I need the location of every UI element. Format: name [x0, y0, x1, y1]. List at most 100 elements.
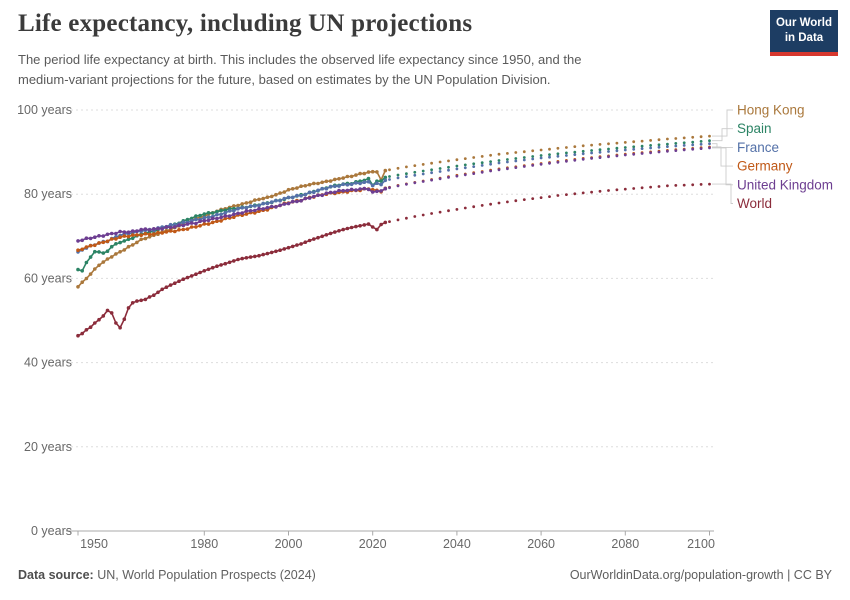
- data-point: [286, 187, 291, 192]
- data-point: [168, 222, 173, 227]
- data-point: [341, 188, 346, 193]
- data-point: [164, 285, 169, 290]
- data-point: [118, 235, 122, 239]
- projection-point: [421, 180, 425, 183]
- projection-point: [623, 148, 627, 152]
- projection-point: [413, 173, 417, 177]
- data-point: [244, 209, 249, 213]
- projection-point: [623, 153, 627, 157]
- legend-label-hong-kong[interactable]: Hong Kong: [737, 103, 805, 118]
- data-point: [370, 169, 375, 174]
- projection-point: [598, 143, 602, 146]
- data-point: [109, 231, 114, 236]
- projection-point: [405, 216, 408, 220]
- data-point: [215, 216, 219, 221]
- page-title: Life expectancy, including UN projection…: [18, 10, 473, 37]
- data-point: [261, 201, 266, 206]
- projection-point: [489, 153, 492, 157]
- data-point: [366, 176, 371, 181]
- data-point: [122, 234, 127, 238]
- data-point: [185, 275, 190, 280]
- data-point: [202, 215, 207, 220]
- data-point: [122, 239, 127, 243]
- data-point: [295, 243, 299, 247]
- data-point: [109, 311, 114, 315]
- projection-point: [573, 150, 577, 154]
- projection-point: [413, 181, 417, 185]
- projection-point: [556, 146, 560, 150]
- data-point: [358, 187, 362, 191]
- projection-point: [573, 145, 577, 149]
- data-point: [139, 233, 143, 237]
- projection-point: [531, 164, 535, 167]
- legend-label-world[interactable]: World: [737, 196, 772, 211]
- data-point: [349, 182, 354, 187]
- y-tick-label: 60 years: [24, 271, 72, 285]
- projection-point: [489, 202, 492, 206]
- data-point: [143, 227, 148, 231]
- projection-point: [430, 212, 433, 215]
- data-point: [383, 175, 388, 180]
- projection-point: [506, 160, 509, 164]
- projection-point: [430, 168, 433, 172]
- projection-point: [666, 137, 669, 141]
- data-point: [345, 174, 350, 179]
- data-point: [341, 227, 346, 232]
- data-point: [307, 196, 312, 200]
- legend-label-france[interactable]: France: [737, 140, 779, 155]
- data-point: [328, 184, 333, 189]
- legend-label-united-kingdom[interactable]: United Kingdom: [737, 177, 833, 192]
- data-point: [219, 212, 223, 217]
- owid-logo-line1: Our World: [775, 17, 832, 29]
- data-point: [316, 193, 320, 197]
- projection-point: [607, 189, 610, 192]
- data-point: [324, 233, 329, 237]
- projection-point: [413, 164, 417, 168]
- data-point: [337, 184, 341, 188]
- data-point: [290, 187, 295, 191]
- data-point: [278, 203, 282, 208]
- projection-point: [682, 141, 686, 145]
- projection-point: [455, 158, 459, 162]
- data-point: [122, 230, 127, 234]
- series-hong-kong[interactable]: [76, 134, 711, 289]
- series-world[interactable]: [76, 182, 711, 338]
- projection-point: [573, 153, 577, 157]
- data-point: [80, 247, 84, 252]
- series-france[interactable]: [76, 142, 711, 254]
- projection-point: [598, 156, 602, 160]
- data-point: [219, 208, 223, 213]
- projection-point: [699, 142, 703, 146]
- series-united-kingdom[interactable]: [76, 146, 711, 243]
- data-point: [118, 240, 122, 245]
- projection-point: [497, 168, 501, 172]
- data-point: [274, 192, 278, 197]
- data-point: [215, 219, 219, 223]
- data-point: [156, 226, 160, 231]
- projection-point: [632, 145, 636, 149]
- data-point: [257, 253, 261, 258]
- projection-point: [623, 141, 627, 144]
- data-point: [84, 236, 89, 240]
- data-point: [337, 188, 341, 193]
- data-point: [177, 279, 181, 284]
- legend-label-spain[interactable]: Spain: [737, 121, 772, 136]
- data-point: [152, 232, 156, 236]
- series-spain[interactable]: [76, 139, 711, 273]
- series-germany[interactable]: [76, 145, 711, 252]
- data-point: [219, 215, 223, 220]
- credit-link[interactable]: OurWorldinData.org/population-growth | C…: [569, 568, 832, 582]
- data-point: [349, 174, 354, 179]
- projection-point: [455, 208, 459, 211]
- owid-logo[interactable]: Our World in Data: [770, 10, 838, 56]
- data-source: Data source: UN, World Population Prospe…: [18, 568, 316, 582]
- projection-point: [438, 210, 442, 214]
- projection-point: [539, 156, 543, 160]
- legend-label-germany[interactable]: Germany: [737, 159, 793, 174]
- data-point: [80, 269, 84, 273]
- data-point: [362, 180, 367, 184]
- data-point: [147, 232, 152, 237]
- projection-point: [438, 170, 442, 173]
- data-point: [139, 227, 143, 232]
- projection-point: [455, 167, 459, 171]
